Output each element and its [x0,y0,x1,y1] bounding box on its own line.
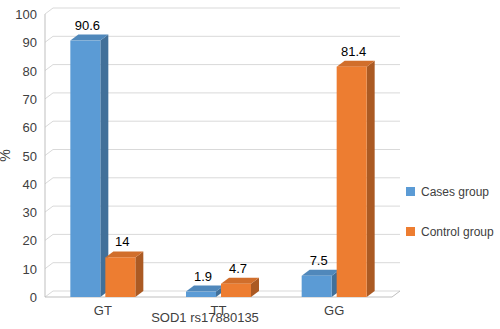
bar-top [302,270,340,276]
bar-side [135,251,143,297]
data-label: 14 [115,234,129,249]
bar-side [367,61,375,297]
bar-front [302,276,332,297]
data-label: 81.4 [341,44,366,59]
legend-swatch [406,187,415,196]
bar [186,286,224,297]
legend-label: Control group [421,225,494,239]
y-tick-label: 0 [30,290,37,305]
y-tick-label: 70 [23,92,37,107]
x-axis-label: SOD1 rs17880135 [151,310,259,325]
data-label: 90.6 [75,18,100,33]
bar-top [70,35,108,41]
y-tick-label: 100 [15,7,37,22]
bar-front [105,257,135,297]
y-tick-label: 60 [23,120,37,135]
legend-label: Cases group [421,185,489,199]
bar-front [186,292,216,297]
y-axis-label: % [0,149,13,161]
bar [70,35,108,297]
bar-front [337,67,367,297]
bar-top [186,286,224,292]
y-tick-label: 50 [23,149,37,164]
grid-line [45,8,400,14]
bar-front [70,41,100,297]
x-tick-label: GG [324,303,344,318]
y-tick-label: 30 [23,205,37,220]
bars [70,35,374,297]
y-tick-label: 80 [23,64,37,79]
data-label: 7.5 [310,253,328,268]
bar [337,61,375,297]
data-label: 1.9 [194,269,212,284]
bar-top [337,61,375,67]
bar [105,251,143,297]
y-tick-label: 10 [23,262,37,277]
bar-front [221,284,251,297]
x-tick-label: GT [94,303,112,318]
y-axis [45,14,46,297]
bar [302,270,340,297]
y-tick-label: 90 [23,35,37,50]
y-tick-label: 40 [23,177,37,192]
bar-top [105,251,143,257]
legend-swatch [406,227,415,236]
bar [221,278,259,297]
chart: 0 10 20 30 40 50 60 70 80 90 100 90.6 1.9 7.5 14 4.7 81.… [0,0,500,329]
y-tick-label: 20 [23,233,37,248]
bar-top [221,278,259,284]
data-label: 4.7 [229,261,247,276]
